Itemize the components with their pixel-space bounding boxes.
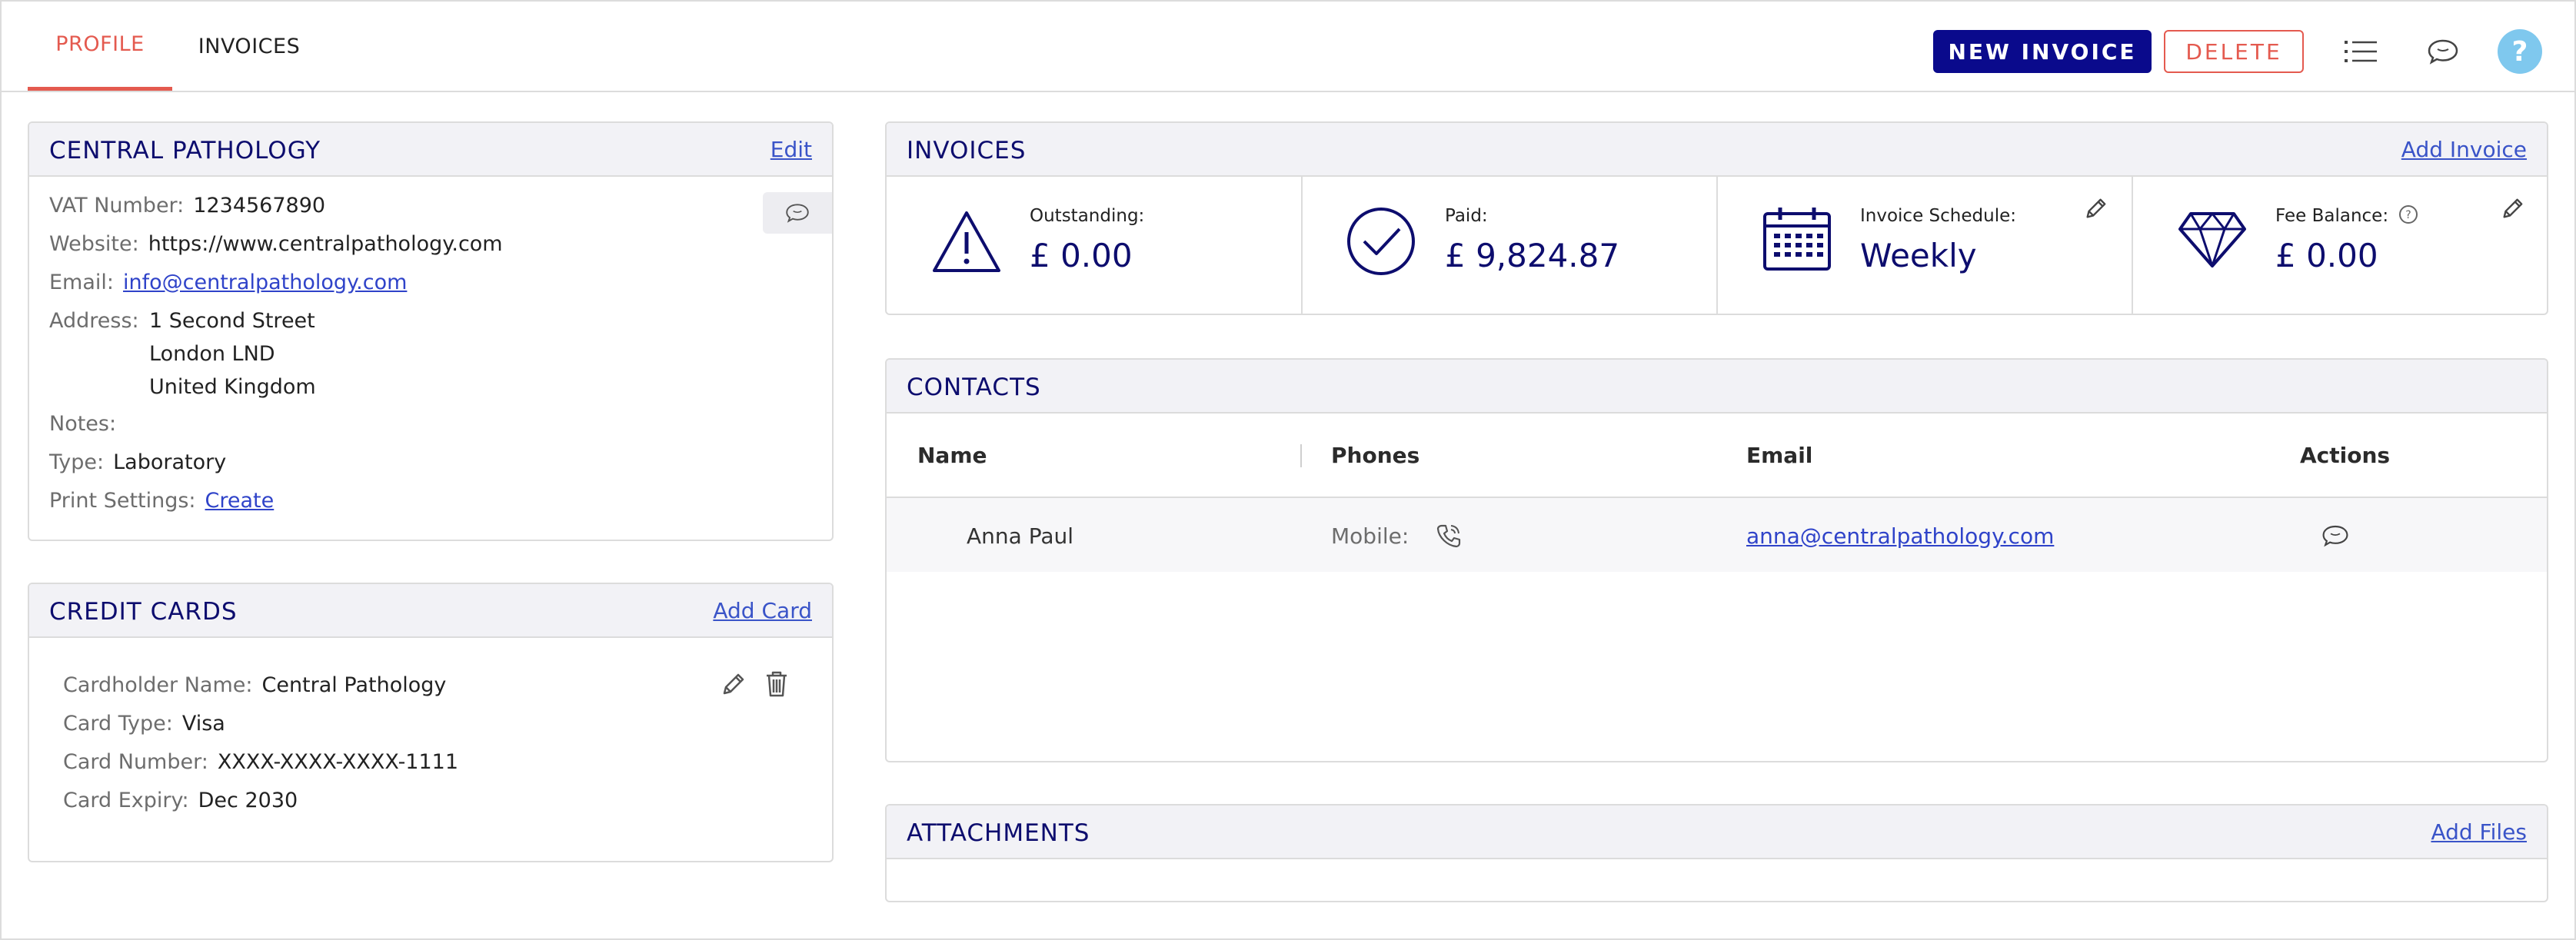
credit-cards-header: CREDIT CARDS Add Card [29, 584, 832, 638]
card-expiry-label: Card Expiry: [63, 789, 189, 812]
address-line: United Kingdom [149, 375, 316, 399]
comment-icon [786, 204, 809, 223]
invoices-header: INVOICES Add Invoice [887, 123, 2547, 177]
paid-value: £ 9,824.87 [1445, 237, 1620, 274]
cardholder-row: Cardholder Name: Central Pathology [63, 673, 446, 697]
type-row: Type: Laboratory [49, 450, 226, 474]
profile-panel: CENTRAL PATHOLOGY Edit VAT Number: 123456… [28, 121, 834, 541]
profile-panel-header: CENTRAL PATHOLOGY Edit [29, 123, 832, 177]
website-value: https://www.centralpathology.com [148, 232, 503, 256]
notes-row: Notes: [49, 412, 116, 436]
credit-cards-title: CREDIT CARDS [49, 598, 238, 626]
attachments-header: ATTACHMENTS Add Files [887, 805, 2547, 859]
outstanding-label: Outstanding: [1030, 206, 1145, 226]
vat-label: VAT Number: [49, 194, 185, 218]
schedule-label: Invoice Schedule: [1860, 206, 2016, 226]
fee-balance-label: Fee Balance: [2275, 206, 2389, 226]
company-name: CENTRAL PATHOLOGY [49, 137, 321, 164]
address-line: 1 Second Street [149, 309, 315, 333]
card-number-value: XXXX-XXXX-XXXX-1111 [217, 750, 459, 774]
column-header-actions: Actions [2300, 442, 2391, 468]
schedule-value: Weekly [1860, 237, 1977, 274]
phone-label: Mobile: [1331, 523, 1409, 549]
card-type-row: Card Type: Visa [63, 712, 225, 736]
email-label: Email: [49, 271, 115, 294]
card-type-value: Visa [181, 712, 225, 736]
comment-icon[interactable] [2421, 29, 2465, 74]
column-header-name[interactable]: Name [917, 442, 987, 468]
top-bar: PROFILE INVOICES NEW INVOICE DELETE ? [2, 2, 2574, 92]
website-label: Website: [49, 232, 139, 256]
email-link[interactable]: info@centralpathology.com [123, 271, 408, 294]
address-label: Address: [49, 309, 139, 333]
print-settings-row: Print Settings: Create [49, 489, 274, 513]
vat-row: VAT Number: 1234567890 [49, 194, 325, 218]
column-header-phones[interactable]: Phones [1331, 442, 1420, 468]
card-number-row: Card Number: XXXX-XXXX-XXXX-1111 [63, 750, 458, 774]
delete-button[interactable]: DELETE [2164, 30, 2304, 73]
vat-value: 1234567890 [193, 194, 326, 218]
add-card-link[interactable]: Add Card [713, 598, 812, 623]
credit-cards-panel: CREDIT CARDS Add Card Cardholder Name: Ce… [28, 583, 834, 862]
invoices-panel: INVOICES Add Invoice Outstanding: £ 0.00… [885, 121, 2548, 315]
print-settings-label: Print Settings: [49, 489, 196, 513]
tab-invoices[interactable]: INVOICES [198, 34, 301, 58]
warning-icon [931, 209, 1002, 278]
invoices-title: INVOICES [907, 137, 1027, 164]
column-header-email[interactable]: Email [1746, 442, 1813, 468]
type-label: Type: [49, 450, 105, 474]
phone-icon[interactable] [1436, 498, 1462, 573]
cardholder-value: Central Pathology [261, 673, 447, 697]
list-icon[interactable] [2339, 29, 2384, 74]
divider [1301, 177, 1303, 314]
tab-profile[interactable]: PROFILE [28, 2, 172, 91]
contacts-header: CONTACTS [887, 360, 2547, 414]
attachments-title: ATTACHMENTS [907, 819, 1090, 847]
attachments-panel: ATTACHMENTS Add Files [885, 804, 2548, 902]
print-settings-create-link[interactable]: Create [205, 489, 275, 513]
check-circle-icon [1346, 206, 1416, 280]
diamond-icon [2177, 211, 2248, 272]
new-invoice-button[interactable]: NEW INVOICE [1933, 30, 2152, 73]
svg-text:?: ? [2405, 209, 2411, 221]
edit-schedule-pencil-icon[interactable] [2083, 197, 2108, 224]
address-line: London LND [149, 342, 275, 366]
add-files-link[interactable]: Add Files [2431, 819, 2527, 845]
question-circle-icon[interactable]: ? [2398, 204, 2418, 228]
contact-comment-icon[interactable] [2321, 498, 2349, 573]
divider [2132, 177, 2133, 314]
edit-card-pencil-icon[interactable] [720, 672, 746, 701]
contacts-panel: CONTACTS Name Phones Email Actions Anna … [885, 358, 2548, 762]
contact-name: Anna Paul [967, 523, 1074, 549]
edit-fee-pencil-icon[interactable] [2500, 197, 2524, 224]
card-type-label: Card Type: [63, 712, 173, 736]
card-number-label: Card Number: [63, 750, 208, 774]
card-expiry-row: Card Expiry: Dec 2030 [63, 789, 298, 812]
address-row: Address: [49, 309, 139, 333]
type-value: Laboratory [113, 450, 227, 474]
help-icon[interactable]: ? [2498, 29, 2542, 74]
fee-balance-value: £ 0.00 [2275, 237, 2378, 274]
contacts-title: CONTACTS [907, 374, 1041, 401]
card-expiry-value: Dec 2030 [198, 789, 298, 812]
outstanding-value: £ 0.00 [1030, 237, 1133, 274]
add-invoice-link[interactable]: Add Invoice [2401, 137, 2527, 162]
column-divider [1300, 444, 1302, 467]
paid-label: Paid: [1445, 206, 1488, 226]
contact-email-link[interactable]: anna@centralpathology.com [1746, 523, 2055, 549]
website-row: Website: https://www.centralpathology.com [49, 232, 503, 256]
notes-label: Notes: [49, 412, 117, 436]
calendar-icon [1762, 206, 1832, 275]
notes-comment-button[interactable] [763, 192, 832, 234]
table-row[interactable]: Anna Paul Mobile: anna@centralpathology.… [887, 497, 2547, 572]
delete-card-trash-icon[interactable] [764, 670, 789, 701]
divider [1716, 177, 1718, 314]
email-row: Email: info@centralpathology.com [49, 271, 407, 294]
cardholder-label: Cardholder Name: [63, 673, 253, 697]
edit-link[interactable]: Edit [770, 137, 812, 162]
